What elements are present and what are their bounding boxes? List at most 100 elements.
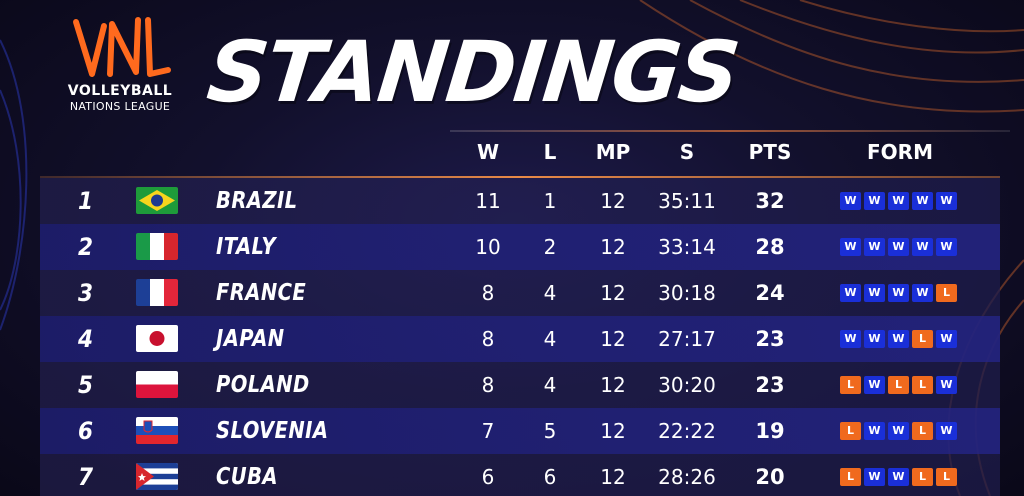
form-win-badge: W [864, 238, 885, 256]
form-win-badge: W [912, 284, 933, 302]
form-win-badge: W [840, 238, 861, 256]
rank: 6 [78, 417, 94, 445]
country-name: POLAND [216, 372, 310, 398]
slovenia-flag-icon [136, 417, 178, 444]
matches-played: 12 [600, 465, 626, 489]
sets: 28:26 [658, 465, 716, 489]
form-win-badge: W [840, 330, 861, 348]
column-header-s: S [679, 140, 695, 164]
form-win-badge: W [936, 192, 957, 210]
points: 23 [755, 327, 785, 351]
form-win-badge: W [936, 330, 957, 348]
form-loss-badge: L [936, 284, 957, 302]
table-top-divider [40, 176, 1000, 178]
form-loss-badge: L [912, 468, 933, 486]
page-title: STANDINGS [202, 23, 743, 121]
form-win-badge: W [840, 192, 861, 210]
vnl-mark-icon [73, 17, 171, 77]
poland-flag-icon [136, 371, 178, 398]
form-win-badge: W [864, 422, 885, 440]
form-win-badge: W [936, 238, 957, 256]
points: 20 [755, 465, 785, 489]
vnl-logo: VOLLEYBALL NATIONS LEAGUE [50, 12, 190, 124]
form-loss-badge: L [840, 422, 861, 440]
sets: 27:17 [658, 327, 716, 351]
logo-line-nations-league: NATIONS LEAGUE [69, 100, 171, 113]
points: 32 [755, 189, 785, 213]
form-win-badge: W [864, 330, 885, 348]
rank: 7 [78, 463, 94, 491]
rank: 2 [78, 233, 94, 261]
country-name: FRANCE [216, 280, 307, 306]
rank: 4 [78, 325, 94, 353]
points: 28 [755, 235, 785, 259]
header-divider [450, 130, 1010, 132]
losses: 4 [543, 373, 557, 397]
form-win-badge: W [888, 192, 909, 210]
rank: 3 [78, 279, 94, 307]
form-win-badge: W [864, 192, 885, 210]
sets: 33:14 [658, 235, 716, 259]
matches-played: 12 [600, 189, 626, 213]
form-win-badge: W [888, 284, 909, 302]
wins: 11 [475, 189, 501, 213]
country-name: JAPAN [216, 326, 285, 352]
form-win-badge: W [888, 330, 909, 348]
wins: 8 [481, 281, 495, 305]
form-loss-badge: L [912, 422, 933, 440]
rank: 5 [78, 371, 94, 399]
losses: 1 [543, 189, 557, 213]
matches-played: 12 [600, 235, 626, 259]
form-loss-badge: L [936, 468, 957, 486]
form-win-badge: W [864, 284, 885, 302]
rank: 1 [78, 187, 94, 215]
points: 24 [755, 281, 785, 305]
form-loss-badge: L [912, 330, 933, 348]
wins: 10 [475, 235, 501, 259]
form-win-badge: W [888, 238, 909, 256]
matches-played: 12 [600, 281, 626, 305]
losses: 5 [543, 419, 557, 443]
form-win-badge: W [864, 468, 885, 486]
logo-line-volleyball: VOLLEYBALL [67, 83, 173, 99]
wins: 8 [481, 373, 495, 397]
column-header-l: L [543, 140, 557, 164]
sets: 30:20 [658, 373, 716, 397]
country-name: ITALY [216, 234, 276, 260]
form-win-badge: W [888, 468, 909, 486]
wins: 7 [481, 419, 495, 443]
form-win-badge: W [864, 376, 885, 394]
column-header-pts: PTS [748, 140, 792, 164]
form-loss-badge: L [912, 376, 933, 394]
matches-played: 12 [600, 419, 626, 443]
losses: 2 [543, 235, 557, 259]
matches-played: 12 [600, 373, 626, 397]
form-win-badge: W [936, 422, 957, 440]
matches-played: 12 [600, 327, 626, 351]
country-name: SLOVENIA [216, 418, 329, 444]
points: 19 [755, 419, 785, 443]
cuba-flag-icon [136, 463, 178, 490]
form-loss-badge: L [840, 468, 861, 486]
column-header-mp: MP [595, 140, 631, 164]
sets: 22:22 [658, 419, 716, 443]
form-win-badge: W [888, 422, 909, 440]
form-win-badge: W [912, 192, 933, 210]
form-win-badge: W [840, 284, 861, 302]
form-win-badge: W [936, 376, 957, 394]
column-header-w: W [476, 140, 500, 164]
wins: 8 [481, 327, 495, 351]
italy-flag-icon [136, 233, 178, 260]
